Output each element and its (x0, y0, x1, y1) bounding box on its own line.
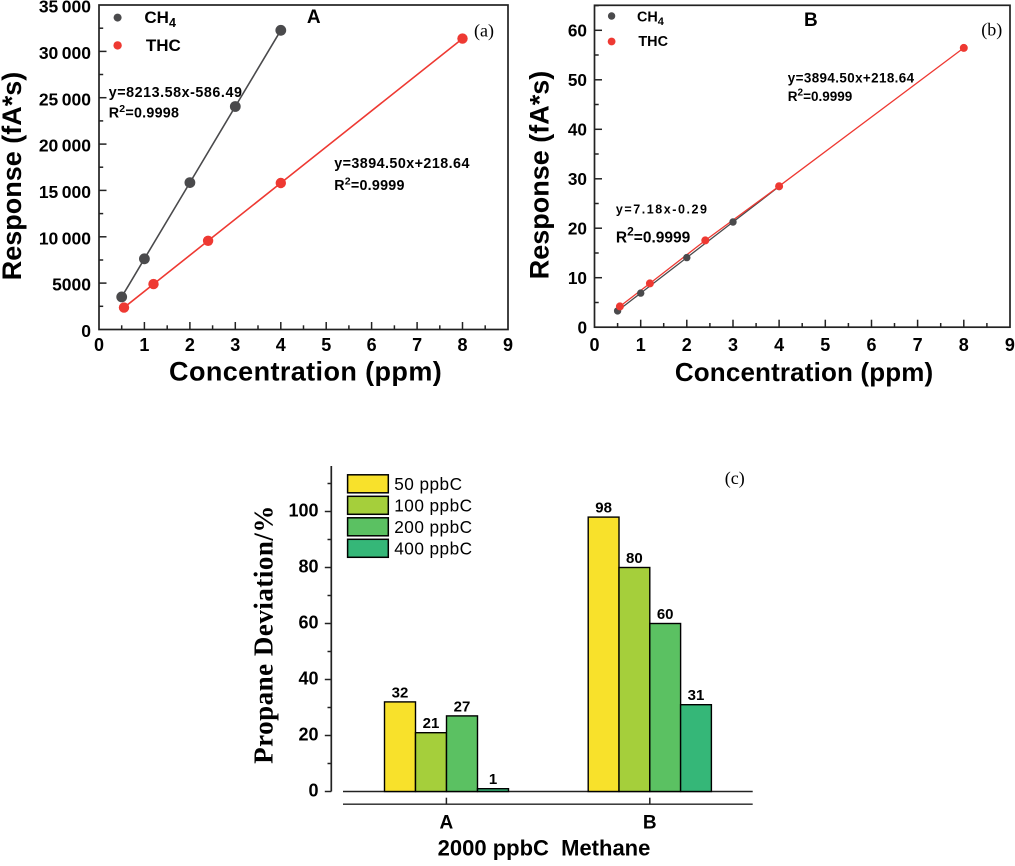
svg-text:2: 2 (185, 335, 195, 355)
svg-text:5000: 5000 (52, 275, 91, 295)
svg-text:20 000: 20 000 (39, 136, 91, 156)
svg-text:0: 0 (94, 335, 104, 355)
svg-text:50 ppbC: 50 ppbC (394, 474, 462, 494)
svg-text:50: 50 (568, 70, 587, 90)
svg-text:80: 80 (298, 557, 318, 577)
svg-text:9: 9 (503, 335, 513, 355)
svg-text:R2=0.9999: R2=0.9999 (616, 225, 691, 247)
svg-text:6: 6 (367, 335, 377, 355)
svg-text:40: 40 (568, 120, 587, 140)
svg-text:9: 9 (1005, 335, 1015, 355)
svg-text:32: 32 (392, 684, 409, 701)
svg-text:2000 ppbC Methane: 2000 ppbC Methane (438, 836, 651, 861)
svg-text:35 000: 35 000 (39, 0, 91, 17)
svg-text:30: 30 (568, 169, 587, 189)
svg-text:Propane Deviation/%: Propane Deviation/% (249, 505, 279, 764)
svg-text:0: 0 (577, 317, 587, 337)
svg-text:21: 21 (423, 715, 440, 732)
svg-text:100 ppbC: 100 ppbC (394, 496, 472, 516)
svg-text:20: 20 (298, 725, 318, 745)
svg-text:Concentration (ppm): Concentration (ppm) (169, 357, 442, 387)
svg-text:31: 31 (688, 687, 705, 704)
svg-text:Response (fA*s): Response (fA*s) (0, 72, 27, 281)
svg-text:(c): (c) (725, 468, 745, 489)
svg-text:5: 5 (820, 335, 830, 355)
svg-text:THC: THC (146, 36, 181, 55)
svg-text:B: B (804, 10, 818, 31)
svg-text:1: 1 (489, 771, 497, 788)
svg-text:THC: THC (638, 34, 668, 50)
svg-text:(b): (b) (981, 20, 1002, 41)
svg-text:8: 8 (959, 335, 969, 355)
svg-text:60: 60 (657, 606, 674, 623)
svg-text:0: 0 (308, 781, 318, 801)
svg-text:1: 1 (139, 335, 149, 355)
svg-text:100: 100 (288, 501, 318, 521)
svg-text:5: 5 (321, 335, 331, 355)
svg-text:y=3894.50x+218.64: y=3894.50x+218.64 (788, 71, 915, 86)
svg-text:y=3894.50x+218.64: y=3894.50x+218.64 (334, 156, 470, 172)
svg-text:3: 3 (728, 335, 738, 355)
svg-text:0: 0 (589, 335, 599, 355)
svg-text:R2=0.9998: R2=0.9998 (109, 103, 180, 122)
svg-text:0: 0 (81, 321, 91, 341)
svg-text:y=8213.58x-586.49: y=8213.58x-586.49 (109, 85, 243, 101)
svg-text:4: 4 (276, 335, 286, 355)
svg-text:10 000: 10 000 (39, 228, 91, 248)
svg-text:B: B (643, 813, 657, 834)
svg-text:R2=0.9999: R2=0.9999 (334, 176, 405, 195)
svg-text:98: 98 (595, 500, 612, 517)
svg-text:20: 20 (568, 218, 587, 238)
svg-text:60: 60 (568, 21, 587, 41)
svg-text:4: 4 (774, 335, 784, 355)
svg-text:8: 8 (457, 335, 467, 355)
svg-text:80: 80 (626, 550, 643, 567)
svg-text:15 000: 15 000 (39, 182, 91, 202)
svg-text:10: 10 (568, 268, 587, 288)
svg-text:2: 2 (682, 335, 692, 355)
svg-text:7: 7 (913, 335, 923, 355)
svg-text:40: 40 (298, 669, 318, 689)
svg-text:A: A (307, 7, 321, 28)
svg-text:3: 3 (230, 335, 240, 355)
svg-text:CH4: CH4 (144, 8, 176, 30)
svg-text:Concentration (ppm): Concentration (ppm) (675, 357, 934, 387)
svg-text:R2=0.9999: R2=0.9999 (788, 88, 853, 105)
svg-text:25 000: 25 000 (39, 89, 91, 109)
svg-text:6: 6 (866, 335, 876, 355)
svg-text:A: A (440, 813, 454, 834)
svg-text:60: 60 (298, 613, 318, 633)
svg-text:1: 1 (636, 335, 646, 355)
svg-text:7: 7 (412, 335, 422, 355)
svg-text:Response (fA*s): Response (fA*s) (525, 71, 555, 280)
svg-text:200 ppbC: 200 ppbC (394, 517, 472, 537)
svg-text:400 ppbC: 400 ppbC (394, 539, 472, 559)
svg-text:y=7.18x-0.29: y=7.18x-0.29 (616, 203, 709, 217)
svg-text:27: 27 (454, 698, 471, 715)
svg-text:(a): (a) (474, 21, 494, 42)
svg-text:30 000: 30 000 (39, 43, 91, 63)
